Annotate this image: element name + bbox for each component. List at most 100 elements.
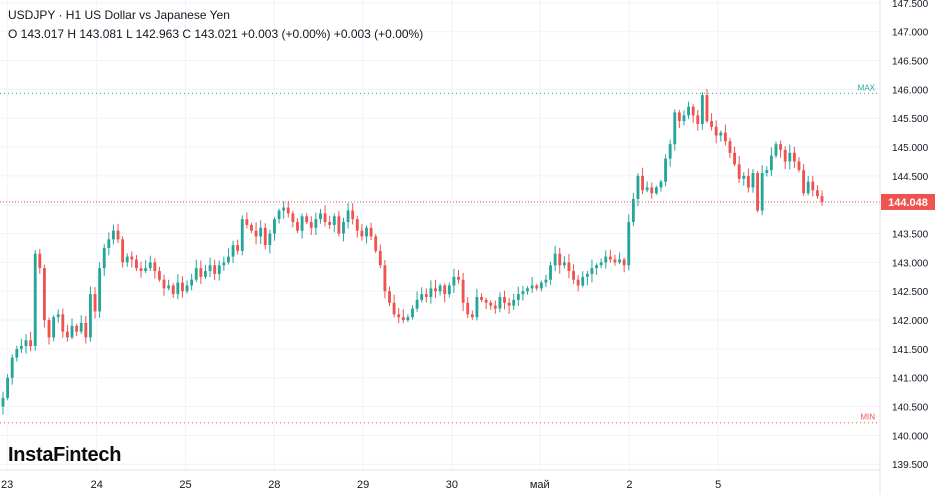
candle-body [760,173,764,211]
candle-body [608,256,612,260]
candle-body [700,95,704,124]
candle [107,232,111,256]
candle-body [788,152,792,162]
candle-body [305,216,309,223]
candle-body [613,259,617,263]
candle-body [645,187,649,191]
candle [599,258,603,269]
candle-body [746,175,750,188]
candle [56,309,60,323]
candle-body [498,296,502,309]
candle-body [6,377,10,398]
candle [765,166,769,177]
candle-body [815,190,819,197]
candle [102,244,106,277]
candle [19,338,23,353]
candle [668,139,672,167]
candle [516,286,520,306]
candle-body [806,181,810,194]
candle-body [204,271,207,277]
candle-body [309,222,313,228]
candle-body [728,141,732,153]
candle [93,287,97,319]
candle-body [245,219,249,225]
candle-body [75,325,79,332]
candle [585,270,589,286]
candle-body [383,265,387,292]
candle-body [567,262,571,272]
candle-body [512,299,516,306]
candle [774,141,778,159]
chart-legend: USDJPY · H1 US Dollar vs Japanese Yen O … [8,6,423,44]
candle-body [61,314,65,332]
y-tick-label: 141.000 [892,374,929,385]
candle [434,279,437,299]
candle [162,274,166,296]
candle [820,190,824,206]
x-tick-label: май [530,479,550,491]
candle-body [342,222,345,234]
candle-body [360,230,364,237]
candle-body [19,346,23,349]
candle [530,277,534,293]
candle [622,257,626,273]
candle [153,258,157,279]
candle-body [125,256,129,263]
candle [65,324,69,342]
candle-body [250,224,253,231]
candle [296,218,299,234]
candle-body [268,233,272,246]
candle [47,317,51,345]
candle-body [599,262,603,266]
candle-body [263,227,267,246]
x-tick-label: 28 [268,479,280,491]
candle-body [792,152,796,162]
candle [319,208,322,224]
candle-body [452,276,456,286]
candle [121,236,125,268]
candle-body [296,222,299,231]
candle-body [369,227,373,237]
candle [10,354,14,385]
candle [549,261,552,285]
candle [185,280,189,294]
candle-body [351,210,355,220]
candle [806,175,810,196]
candle [779,140,783,158]
candle [286,200,290,218]
y-tick-label: 145.500 [892,114,929,125]
candle [75,323,79,337]
candle-body [171,285,175,295]
logo-text-a: InstaF [8,444,66,466]
current-price-label: 144.048 [888,197,928,209]
candle [365,225,368,244]
candle-body [199,268,203,277]
candle-body [636,175,640,199]
candle [420,287,424,303]
candle-body [705,95,709,122]
candle-body [434,288,437,292]
candle-body [627,222,631,266]
candle [268,229,272,254]
candle [383,259,387,299]
candle [273,216,276,241]
candle-body [420,294,424,300]
candle-body [282,207,286,211]
candle-body [70,325,74,338]
candle-body [539,282,543,289]
candle-body [604,256,608,263]
candle [802,164,806,196]
candle [484,297,488,309]
candle-body [489,302,493,306]
candle [323,205,327,227]
candle-body [181,282,184,292]
y-tick-label: 147.000 [892,28,929,39]
candle [305,213,309,225]
candle-body [65,331,69,338]
candle [79,315,83,334]
candle [650,182,654,199]
candle-body [52,317,56,338]
candle [84,315,88,344]
